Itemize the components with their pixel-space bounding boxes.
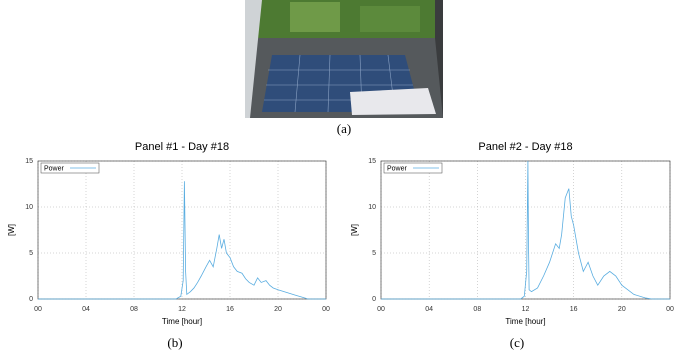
y-tick-label: 5 (372, 250, 376, 257)
x-tick-label: 08 (130, 306, 138, 313)
plot-frame (380, 160, 671, 300)
x-tick-label: 00 (666, 306, 674, 313)
x-tick-label: 20 (618, 306, 626, 313)
data-line (38, 181, 326, 300)
subfigure-label: (c) (510, 335, 524, 350)
x-tick-label: 00 (34, 306, 42, 313)
x-tick-label: 08 (473, 306, 481, 313)
x-tick-label: 12 (522, 306, 530, 313)
y-axis-label: [W] (7, 224, 16, 236)
x-tick-label: 00 (377, 306, 385, 313)
x-tick-label: 12 (178, 306, 186, 313)
x-tick-label: 16 (570, 306, 578, 313)
y-tick-label: 0 (29, 296, 33, 303)
photo (245, 0, 443, 118)
legend-label: Power (387, 165, 408, 172)
y-axis-label: [W] (350, 224, 359, 236)
subfigure-label: (a) (337, 121, 351, 136)
y-tick-label: 10 (25, 204, 33, 211)
y-tick-label: 0 (372, 296, 376, 303)
data-line (381, 160, 670, 300)
plot-frame (37, 160, 327, 300)
legend-label: Power (44, 165, 65, 172)
x-tick-label: 00 (322, 306, 330, 313)
subfigure-label: (b) (167, 335, 182, 350)
chart-title: Panel #1 - Day #18 (135, 141, 229, 153)
y-tick-label: 15 (368, 158, 376, 165)
x-tick-label: 20 (274, 306, 282, 313)
y-tick-label: 5 (29, 250, 33, 257)
x-tick-label: 04 (82, 306, 90, 313)
x-tick-label: 04 (425, 306, 433, 313)
x-axis-label: Time [hour] (505, 317, 545, 326)
y-tick-label: 10 (368, 204, 376, 211)
x-axis-label: Time [hour] (162, 317, 202, 326)
y-tick-label: 15 (25, 158, 33, 165)
x-tick-label: 16 (226, 306, 234, 313)
chart-title: Panel #2 - Day #18 (478, 141, 572, 153)
